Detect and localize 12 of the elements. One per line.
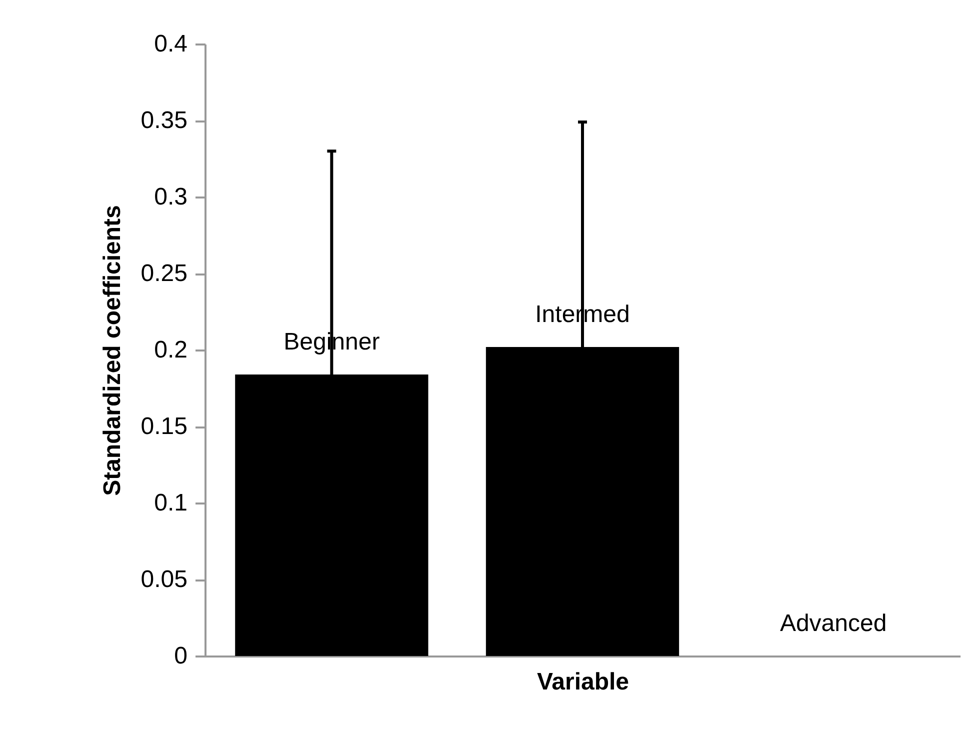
y-tick-label: 0.1	[154, 490, 188, 516]
y-axis-title: Standardized coefficients	[98, 205, 126, 496]
x-tick-label: Advanced	[780, 610, 887, 637]
y-tick-label: 0	[174, 642, 188, 670]
y-tick-label: 0.05	[140, 566, 188, 593]
y-tick-label: 0.3	[154, 184, 188, 210]
y-tick-label: 0.25	[140, 260, 188, 287]
y-tick-label: 0.15	[140, 413, 188, 440]
y-tick-label: 0.2	[154, 336, 188, 364]
y-tick-label: 0.35	[140, 107, 188, 134]
x-axis-title: Variable	[536, 668, 630, 696]
y-tick-label: 0.4	[154, 30, 188, 58]
